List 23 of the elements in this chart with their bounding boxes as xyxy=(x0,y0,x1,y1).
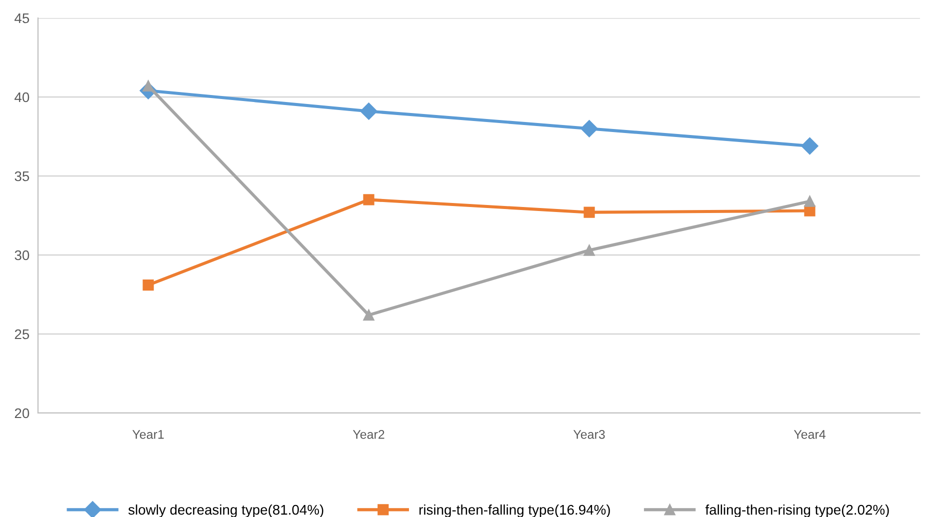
x-tick-label: Year1 xyxy=(132,430,164,439)
point xyxy=(580,120,598,138)
y-tick-label: 30 xyxy=(14,250,30,260)
x-tick-label: Year2 xyxy=(352,430,384,439)
point xyxy=(584,244,595,256)
point xyxy=(360,102,378,120)
point xyxy=(363,194,374,206)
point xyxy=(584,206,595,218)
y-tick-label: 40 xyxy=(14,92,30,102)
legend-label: rising-then-falling type(16.94%) xyxy=(419,504,610,517)
point xyxy=(804,205,816,216)
point xyxy=(804,196,816,207)
y-tick-label: 25 xyxy=(14,329,30,340)
x-tick-label: Year3 xyxy=(573,430,605,439)
point xyxy=(801,137,818,155)
y-tick-label: 45 xyxy=(14,13,30,24)
y-tick-label: 35 xyxy=(14,171,30,182)
point xyxy=(142,279,154,291)
legend-label: falling-then-rising type(2.02%) xyxy=(705,504,889,517)
point xyxy=(363,309,374,321)
legend-label: slowly decreasing type(81.04%) xyxy=(128,504,324,517)
y-tick-label: 20 xyxy=(14,408,30,418)
x-tick-label: Year4 xyxy=(794,430,826,439)
